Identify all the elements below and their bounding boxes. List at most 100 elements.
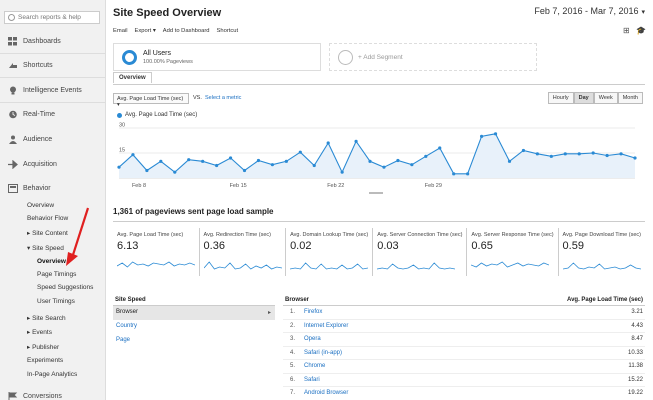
metric-card[interactable]: Avg. Domain Lookup Time (sec) 0.02 — [285, 228, 372, 276]
browser-link[interactable]: Android Browser — [304, 390, 349, 397]
sidebar-page-timings[interactable]: Page Timings — [37, 271, 77, 278]
table-row: 3. Opera 8.47 — [283, 333, 645, 347]
browser-link[interactable]: Firefox — [304, 309, 323, 316]
dimension-browser[interactable]: Browser ▸ — [113, 306, 275, 320]
sidebar-events[interactable]: ▸ Events — [27, 329, 52, 336]
sidebar-item-real-time[interactable]: Real-Time — [0, 106, 105, 122]
row-number: 5. — [289, 363, 295, 370]
sidebar-site-search[interactable]: ▸ Site Search — [27, 315, 66, 322]
metric-card[interactable]: Avg. Redirection Time (sec) 0.36 — [198, 228, 286, 276]
sidebar-speed-suggestions[interactable]: Speed Suggestions — [37, 284, 94, 291]
row-number: 4. — [289, 349, 295, 356]
segment-all-users[interactable]: All Users 100.00% Pageviews — [113, 43, 321, 71]
data-point — [242, 168, 247, 173]
sidebar-item-dashboards[interactable]: Dashboards — [0, 33, 105, 49]
column-header-browser[interactable]: Browser — [285, 297, 310, 303]
sidebar-item-behavior[interactable]: Behavior — [0, 180, 105, 196]
graduation-cap-icon[interactable]: 🎓 — [636, 26, 646, 35]
search-box[interactable] — [4, 11, 100, 24]
sidebar-item-label: Behavior — [23, 184, 51, 192]
sidebar-speed-overview[interactable]: Overview — [37, 258, 66, 265]
dimension-panel-header: Site Speed — [113, 295, 275, 306]
sparkline-path — [562, 262, 641, 270]
granularity-hourly-button[interactable]: Hourly — [547, 92, 574, 104]
date-range-picker[interactable]: Feb 7, 2016 - Mar 7, 2016 ▾ — [534, 6, 645, 16]
sidebar-item-audience[interactable]: Audience — [0, 131, 105, 147]
search-input[interactable] — [18, 14, 98, 21]
browser-link[interactable]: Safari — [304, 376, 320, 383]
view-icons: ⊞ 🎓 — [623, 26, 646, 35]
browser-link[interactable]: Opera — [304, 336, 321, 343]
row-number: 7. — [289, 390, 295, 397]
granularity-month-button[interactable]: Month — [617, 92, 643, 104]
select-metric-link[interactable]: Select a metric — [205, 95, 242, 101]
data-point — [187, 158, 191, 162]
sparkline-path — [203, 261, 282, 270]
sidebar-item-conversions[interactable]: Conversions — [0, 388, 105, 400]
granularity-week-button[interactable]: Week — [593, 92, 618, 104]
data-point — [159, 159, 163, 163]
load-time-value: 19.22 — [627, 390, 643, 397]
vs-label: VS. — [193, 95, 202, 101]
browser-link[interactable]: Internet Explorer — [304, 322, 349, 329]
data-point — [605, 153, 609, 158]
customize-icon[interactable]: ⊞ — [623, 26, 630, 35]
segment-row: All Users 100.00% Pageviews + Add Segmen… — [113, 43, 643, 71]
data-point — [298, 150, 302, 154]
sidebar-publisher[interactable]: ▸ Publisher — [27, 344, 60, 351]
metric-select[interactable]: Avg. Page Load Time (sec) ▾ — [113, 93, 189, 108]
row-number: 1. — [289, 309, 295, 316]
metric-card[interactable]: Avg. Page Download Time (sec) 0.59 — [557, 228, 645, 276]
sidebar-behavior-overview[interactable]: Overview — [27, 202, 55, 209]
sidebar-item-acquisition[interactable]: Acquisition — [0, 156, 105, 172]
metric-value: 0.65 — [471, 240, 493, 252]
load-time-value: 8.47 — [631, 336, 643, 343]
data-point — [591, 151, 595, 155]
email-button[interactable]: Email — [113, 28, 128, 34]
main-content: Site Speed Overview Feb 7, 2016 - Mar 7,… — [107, 0, 653, 400]
shortcut-button[interactable]: Shortcut — [216, 28, 239, 34]
lightbulb-icon — [10, 86, 16, 94]
sparkline-path — [471, 261, 550, 268]
load-time-value: 11.38 — [628, 363, 643, 370]
metric-label: Avg. Page Download Time (sec) — [562, 232, 641, 238]
divider — [0, 53, 105, 54]
data-point — [131, 153, 135, 157]
timeline-chart[interactable]: 15 30 Feb 8 Feb 15 Feb 22 Feb 29 — [107, 120, 653, 200]
browser-link[interactable]: Chrome — [304, 363, 326, 370]
column-header-load-time[interactable]: Avg. Page Load Time (sec) — [566, 297, 643, 303]
dimension-country[interactable]: Country — [113, 320, 275, 334]
sidebar-item-shortcuts[interactable]: Shortcuts — [0, 57, 105, 73]
sidebar-experiments[interactable]: Experiments — [27, 357, 64, 364]
sidebar-site-content[interactable]: ▸ Site Content — [27, 230, 68, 237]
chart-scroll-handle — [369, 192, 383, 194]
add-to-dashboard-button[interactable]: Add to Dashboard — [162, 28, 210, 34]
add-segment-button[interactable]: + Add Segment — [329, 43, 537, 71]
metric-value: 0.02 — [290, 240, 312, 252]
sidebar-site-speed[interactable]: ▾ Site Speed — [27, 245, 64, 252]
segment-title: All Users — [143, 50, 172, 57]
data-point — [438, 146, 442, 150]
sidebar-item-label: Dashboards — [23, 37, 61, 45]
tab-overview[interactable]: Overview — [113, 72, 152, 83]
export-button[interactable]: Export ▾ — [134, 28, 156, 34]
search-icon — [8, 14, 15, 21]
dimension-page[interactable]: Page — [113, 334, 275, 348]
divider — [113, 84, 645, 85]
metric-card[interactable]: Avg. Page Load Time (sec) 6.13 — [113, 228, 199, 276]
dimension-panel: Site Speed Browser ▸ Country Page — [113, 295, 275, 348]
sidebar-item-intelligence-events[interactable]: Intelligence Events — [0, 82, 105, 98]
data-point — [577, 152, 581, 156]
sidebar-user-timings[interactable]: User Timings — [37, 298, 75, 305]
metric-card[interactable]: Avg. Server Connection Time (sec) 0.03 — [372, 228, 466, 276]
metric-card[interactable]: Avg. Server Response Time (sec) 0.65 — [466, 228, 557, 276]
data-point — [633, 156, 637, 160]
granularity-day-button[interactable]: Day — [573, 92, 594, 104]
sidebar-in-page-analytics[interactable]: In-Page Analytics — [27, 371, 78, 378]
metric-value: 6.13 — [117, 240, 139, 252]
data-point — [424, 154, 428, 158]
sparkline — [377, 262, 456, 270]
browser-link[interactable]: Safari (in-app) — [304, 349, 343, 356]
x-tick-label: Feb 29 — [425, 183, 442, 189]
sidebar-behavior-flow[interactable]: Behavior Flow — [27, 215, 69, 222]
